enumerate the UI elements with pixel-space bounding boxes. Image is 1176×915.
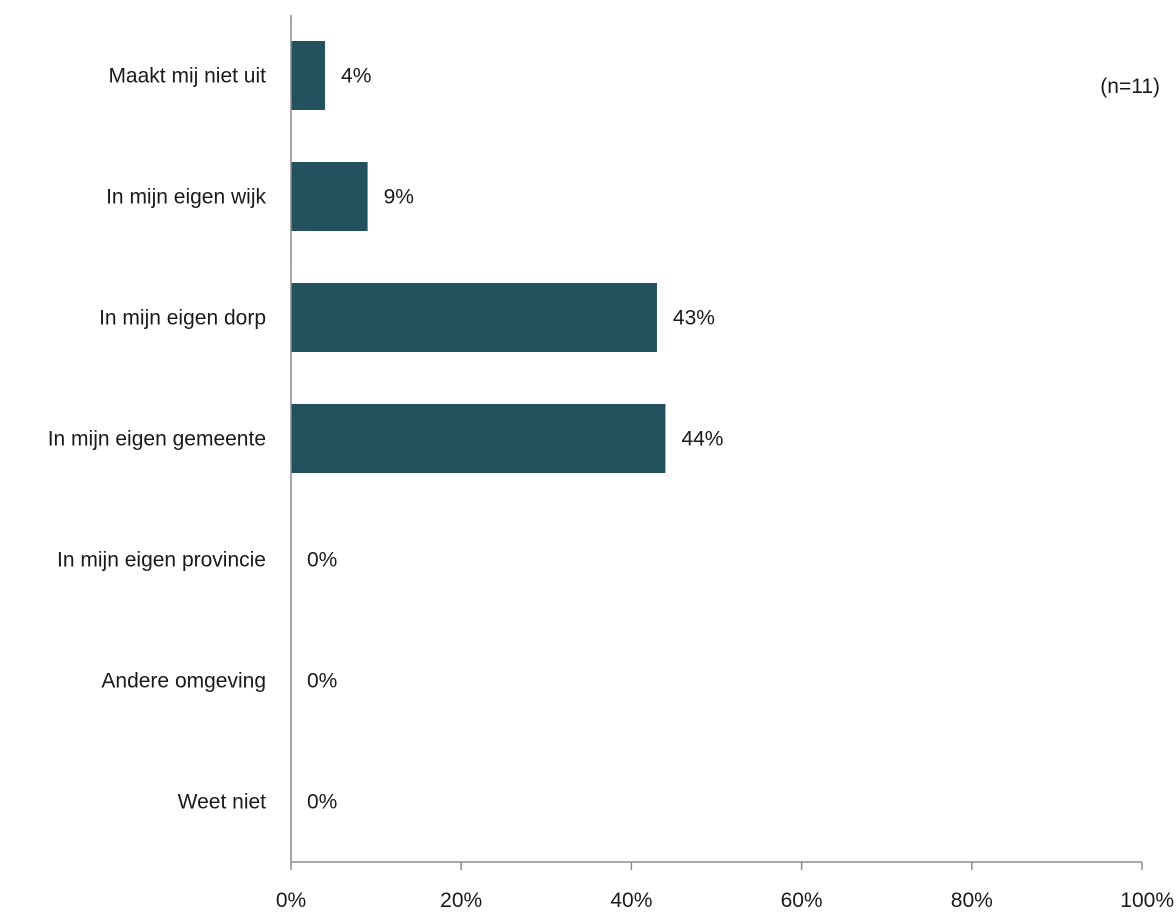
sample-size-annotation: (n=11) (1100, 75, 1160, 98)
data-label-2: 43% (673, 307, 715, 330)
x-tick-label-0: 0% (276, 889, 306, 910)
data-label-3: 44% (681, 428, 723, 451)
category-label-6: Weet niet (178, 791, 266, 814)
axis-layer: 0% 20% 40% 60% 80% 100% (276, 15, 1174, 912)
data-label-1: 9% (384, 186, 414, 209)
bars-layer (291, 41, 666, 473)
category-label-1: In mijn eigen wijk (106, 186, 266, 209)
x-tick-label-4: 80% (951, 889, 993, 910)
x-tick-label-5: 100% (1120, 889, 1174, 910)
data-label-5: 0% (307, 670, 337, 693)
data-label-6: 0% (307, 791, 337, 814)
data-label-4: 0% (307, 549, 337, 572)
category-label-5: Andere omgeving (101, 670, 266, 693)
bar-0 (291, 41, 326, 110)
bar-2 (291, 283, 657, 352)
bar-3 (291, 404, 666, 473)
data-label-0: 4% (341, 65, 371, 88)
category-label-4: In mijn eigen provincie (57, 549, 266, 572)
bar-1 (291, 162, 368, 231)
x-tick-label-2: 40% (610, 889, 652, 910)
category-label-3: In mijn eigen gemeente (48, 428, 266, 451)
category-label-2: In mijn eigen dorp (99, 307, 266, 330)
x-tick-label-1: 20% (440, 889, 482, 910)
x-tick-label-3: 60% (781, 889, 823, 910)
category-label-0: Maakt mij niet uit (108, 65, 266, 88)
labels-layer: Maakt mij niet uit 4% In mijn eigen wijk 9%… (48, 65, 724, 814)
